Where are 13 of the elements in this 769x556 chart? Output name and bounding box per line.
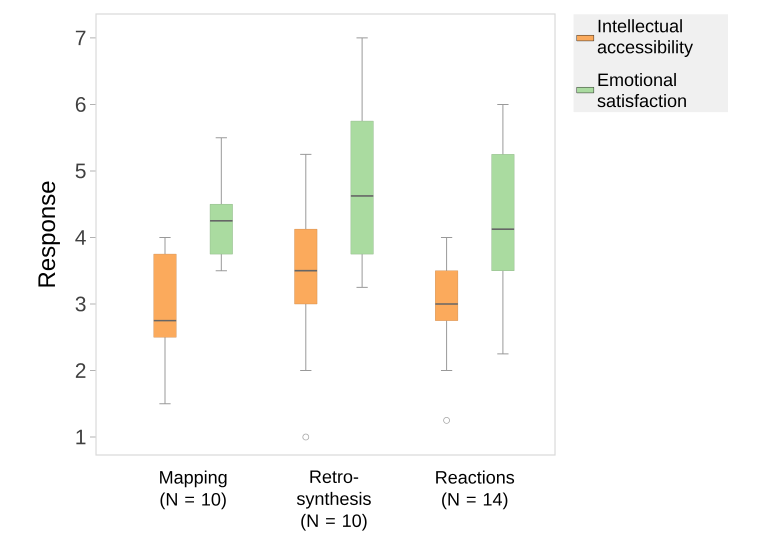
x-tick-label: Reactions (N = 14) [436,470,514,510]
y-tick-label: 1 [76,430,86,444]
y-tick-label: 2 [76,363,86,378]
y-tick-label: 4 [75,230,86,245]
x-tick-label: Retro-synthesis (N = 10) [296,470,371,531]
y-tick-label: 7 [76,30,86,46]
y-axis-title: Response [38,182,60,287]
y-tick-label: 6 [76,97,86,112]
y-tick-label: 5 [76,164,86,178]
x-tick-label: Mapping (N = 10) [160,470,226,510]
legend-label: Intellectual accessibility [598,19,694,57]
legend-label: Emotional satisfaction [598,72,686,108]
y-tick-label: 3 [76,296,86,312]
